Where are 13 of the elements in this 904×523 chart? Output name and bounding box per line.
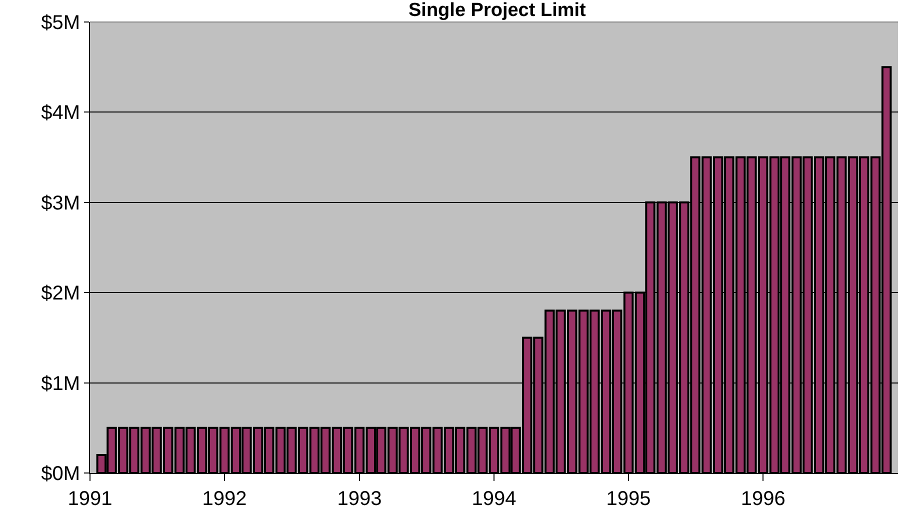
x-tick-label: 1996 <box>740 488 786 510</box>
y-tick-label: $0M <box>41 463 80 485</box>
x-tick-label: 1992 <box>202 488 247 510</box>
x-tick-label: 1994 <box>472 488 516 510</box>
x-tick-label: 1993 <box>337 488 382 510</box>
y-tick-label: $2M <box>41 282 80 305</box>
chart-title: Single Project Limit <box>408 0 587 21</box>
x-tick-label: 1995 <box>606 488 651 510</box>
y-tick-label: $1M <box>41 372 80 395</box>
y-tick-label: $5M <box>41 12 80 34</box>
y-tick-label: $4M <box>41 102 80 124</box>
x-tick-label: 1991 <box>68 488 112 510</box>
y-tick-label: $3M <box>41 192 80 214</box>
